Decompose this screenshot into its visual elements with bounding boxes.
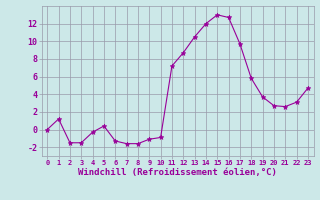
X-axis label: Windchill (Refroidissement éolien,°C): Windchill (Refroidissement éolien,°C) xyxy=(78,168,277,177)
